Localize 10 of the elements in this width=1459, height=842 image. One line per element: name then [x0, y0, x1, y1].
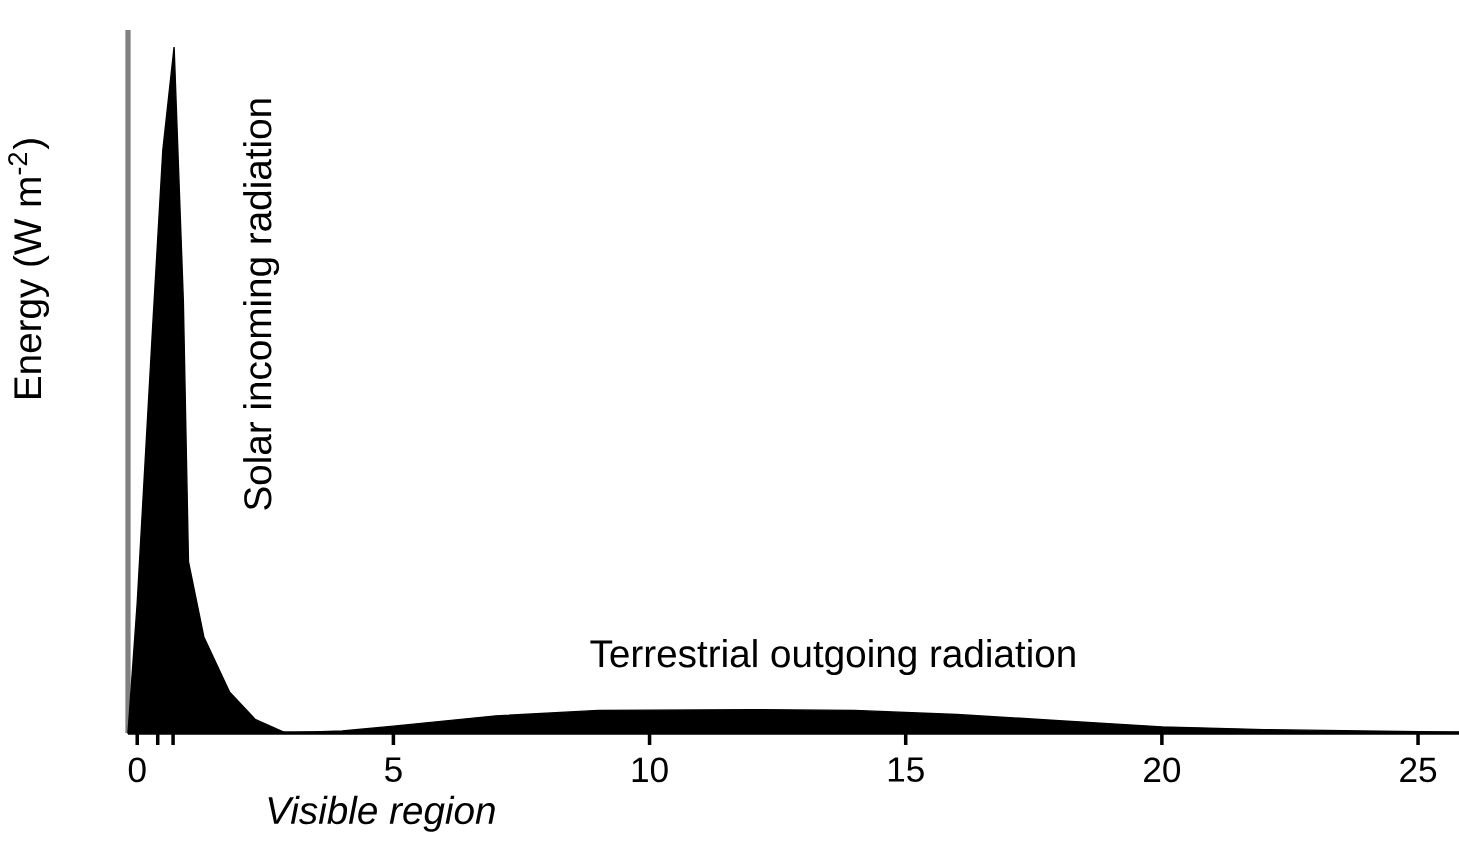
annotation: Solar incoming radiation — [243, 99, 280, 510]
x-tick-label: 20 — [1144, 757, 1181, 783]
annotation: Terrestrial outgoing radiation — [590, 639, 1075, 676]
x-tick-label: 5 — [385, 757, 402, 782]
x-tick-label: 25 — [1400, 757, 1437, 783]
text: Visible region — [268, 795, 495, 832]
x-tick-label: 0 — [128, 757, 146, 783]
x-tick-label: 10 — [632, 757, 668, 783]
x-tick-label: 15 — [888, 757, 924, 782]
y-axis-title: Energy (W m$^{-2}$) — [8, 139, 49, 398]
